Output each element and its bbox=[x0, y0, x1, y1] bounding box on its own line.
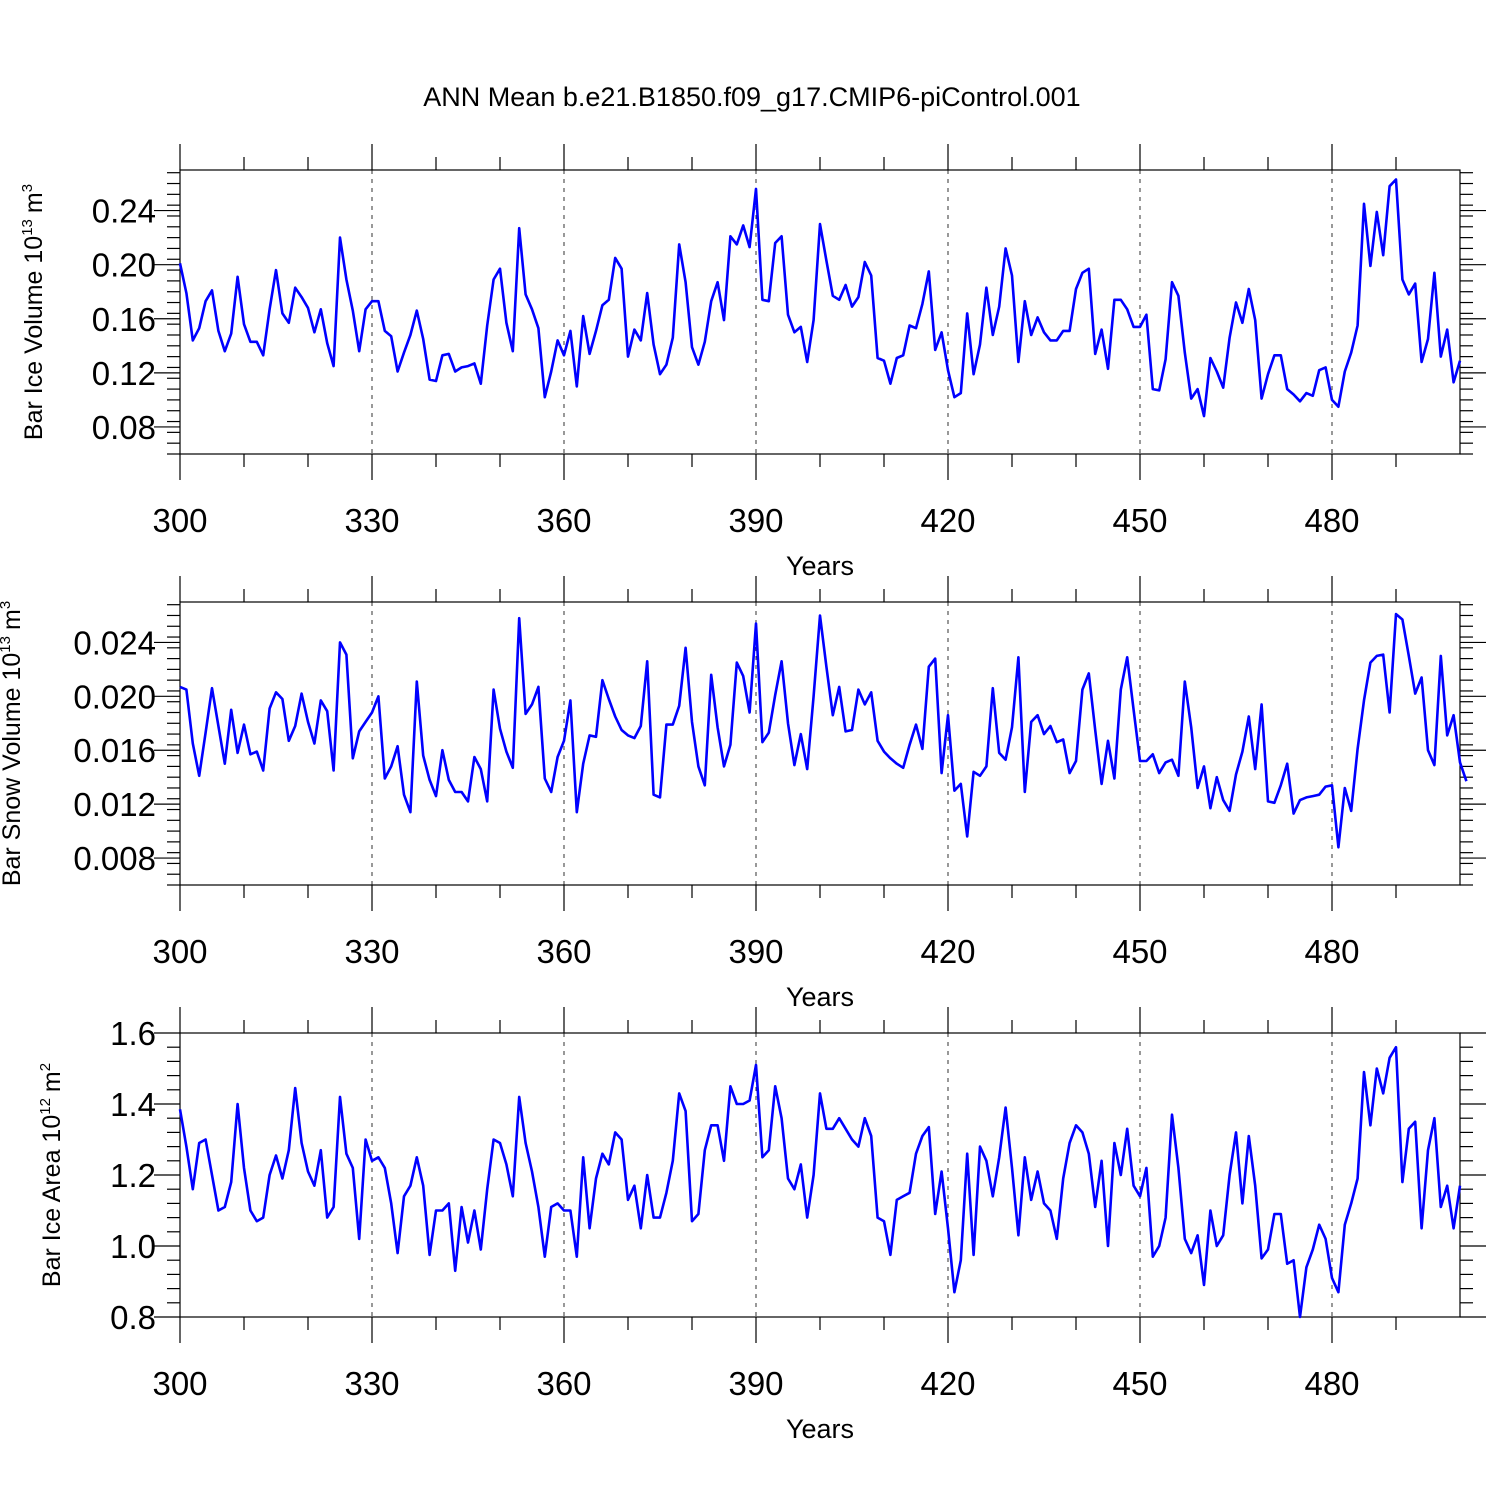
x-tick-label: 420 bbox=[920, 1365, 975, 1402]
panel-snow-volume: 300 330 360 390 420 450 480 0.008 0.012 0.016 0.02… bbox=[0, 576, 1486, 1012]
y-tick-label: 0.008 bbox=[73, 840, 156, 877]
y-tick-label: 1.4 bbox=[110, 1086, 156, 1123]
x-tick-label: 390 bbox=[728, 1365, 783, 1402]
y-tick-label: 0.24 bbox=[92, 193, 156, 230]
y-axis-label-unit: m bbox=[0, 609, 26, 630]
y-axis-label: Bar Snow Volume 1013 m3 bbox=[0, 601, 26, 886]
y-tick-label: 1.2 bbox=[110, 1157, 156, 1194]
y-tick-label: 0.016 bbox=[73, 732, 156, 769]
x-axis-label: Years bbox=[786, 1414, 854, 1444]
y-axis-label-text: Bar Ice Volume 10 bbox=[20, 236, 48, 440]
series-line-ice-volume bbox=[178, 178, 1462, 418]
x-tick-label: 450 bbox=[1112, 933, 1167, 970]
y-axis-label-unit-exponent: 2 bbox=[37, 1063, 54, 1071]
plot-frame bbox=[179, 169, 1461, 455]
y-axis-label-unit-exponent: 3 bbox=[0, 601, 14, 609]
x-axis-label: Years bbox=[786, 982, 854, 1012]
x-tick-label: 360 bbox=[536, 933, 591, 970]
y-axis-label: Bar Ice Area 1012 m2 bbox=[37, 1063, 66, 1287]
y-tick-label: 0.020 bbox=[73, 678, 156, 715]
y-axis-label-text: Bar Snow Volume 10 bbox=[0, 653, 26, 886]
y-axis-label: Bar Ice Volume 1013 m3 bbox=[19, 184, 48, 440]
y-axis-label-exponent: 12 bbox=[37, 1098, 54, 1115]
x-tick-label: 480 bbox=[1304, 502, 1359, 539]
x-tick-label: 390 bbox=[728, 933, 783, 970]
x-axis-label: Years bbox=[786, 551, 854, 581]
x-tick-label: 450 bbox=[1112, 1365, 1167, 1402]
x-tick-label: 420 bbox=[920, 933, 975, 970]
x-tick-label: 390 bbox=[728, 502, 783, 539]
y-tick-label: 0.08 bbox=[92, 409, 156, 446]
x-tick-label: 330 bbox=[344, 1365, 399, 1402]
y-tick-label: 0.012 bbox=[73, 786, 156, 823]
y-axis-label-exponent: 13 bbox=[19, 219, 36, 236]
series-line-snow-volume bbox=[179, 612, 1468, 849]
x-tick-label: 300 bbox=[152, 502, 207, 539]
x-tick-label: 300 bbox=[152, 933, 207, 970]
y-axis-label-unit-exponent: 3 bbox=[19, 184, 36, 192]
x-tick-label: 420 bbox=[920, 502, 975, 539]
x-tick-label: 360 bbox=[536, 502, 591, 539]
figure-title: ANN Mean b.e21.B1850.f09_g17.CMIP6-piCon… bbox=[423, 82, 1080, 112]
y-axis-label-text: Bar Ice Area 10 bbox=[38, 1115, 66, 1287]
x-tick-label: 360 bbox=[536, 1365, 591, 1402]
y-tick-label: 0.12 bbox=[92, 355, 156, 392]
y-tick-label: 0.8 bbox=[110, 1299, 156, 1336]
x-tick-label: 480 bbox=[1304, 1365, 1359, 1402]
y-tick-label: 0.16 bbox=[92, 301, 156, 338]
plot-frame bbox=[179, 1032, 1461, 1318]
panel-ice-area: 300 330 360 390 420 450 480 0.8 1.0 1.2 1.4 1.6 Year… bbox=[37, 1007, 1486, 1444]
x-tick-label: 330 bbox=[344, 933, 399, 970]
panel-ice-volume: 300 330 360 390 420 450 480 0.08 0.12 0.16 0.20 0.2… bbox=[19, 144, 1486, 581]
x-tick-label: 330 bbox=[344, 502, 399, 539]
y-axis-label-exponent: 13 bbox=[0, 636, 14, 653]
y-tick-label: 1.6 bbox=[110, 1015, 156, 1052]
y-tick-label: 0.024 bbox=[73, 624, 156, 661]
plot-frame bbox=[179, 601, 1461, 886]
y-axis-label-unit: m bbox=[38, 1071, 66, 1092]
x-tick-label: 480 bbox=[1304, 933, 1359, 970]
x-tick-label: 300 bbox=[152, 1365, 207, 1402]
y-axis-label-unit: m bbox=[20, 192, 48, 213]
series-line-ice-area bbox=[178, 1045, 1462, 1319]
y-tick-label: 1.0 bbox=[110, 1228, 156, 1265]
x-tick-label: 450 bbox=[1112, 502, 1167, 539]
y-tick-label: 0.20 bbox=[92, 247, 156, 284]
